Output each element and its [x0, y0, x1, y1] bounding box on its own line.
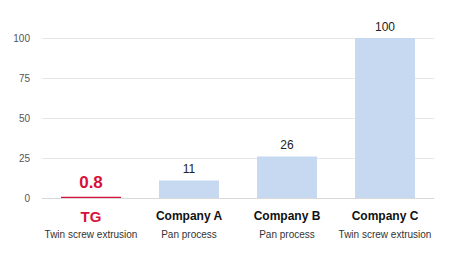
svg-text:0: 0: [24, 193, 30, 204]
svg-text:TG: TG: [81, 208, 102, 225]
svg-text:26: 26: [280, 138, 294, 152]
svg-text:75: 75: [19, 73, 31, 84]
svg-text:Pan process: Pan process: [259, 229, 315, 240]
svg-text:Twin screw extrusion: Twin screw extrusion: [45, 229, 138, 240]
svg-text:Twin screw extrusion: Twin screw extrusion: [339, 229, 432, 240]
svg-text:0.8: 0.8: [79, 173, 103, 192]
svg-text:25: 25: [19, 153, 31, 164]
svg-text:Company C: Company C: [352, 209, 419, 223]
svg-text:Company A: Company A: [156, 209, 223, 223]
svg-text:50: 50: [19, 113, 31, 124]
svg-text:Company B: Company B: [254, 209, 321, 223]
svg-text:11: 11: [183, 162, 196, 176]
svg-text:100: 100: [13, 33, 30, 44]
svg-text:100: 100: [375, 20, 395, 34]
svg-text:Pan process: Pan process: [161, 229, 217, 240]
